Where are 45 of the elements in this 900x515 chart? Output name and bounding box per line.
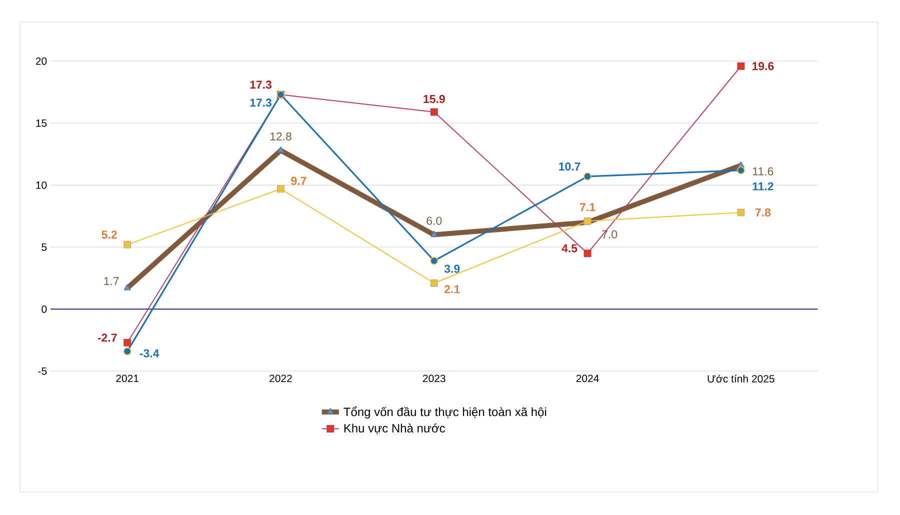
data-label: 11.6: [753, 167, 774, 176]
x-tick-label: 2022: [270, 374, 292, 382]
data-label: 3.9: [444, 264, 460, 273]
point: [124, 240, 132, 248]
data-label: 1.7: [104, 277, 119, 286]
x-tick-label: Ước tính 2025: [708, 374, 774, 383]
point: [737, 62, 745, 70]
x-tick-label: 2024: [576, 374, 599, 382]
y-tick-label: 10: [36, 181, 47, 189]
data-label: 7.8: [755, 208, 771, 217]
data-label: 10.7: [559, 162, 580, 171]
data-label: 5.2: [102, 230, 117, 239]
data-label: 17.3: [250, 80, 272, 89]
x-tick-label: 2023: [422, 374, 446, 382]
data-label: 15.9: [424, 94, 445, 104]
y-tick-label: 0: [42, 305, 47, 313]
point: [584, 250, 592, 258]
point: [430, 256, 438, 265]
point: [737, 208, 745, 216]
point: [124, 338, 132, 346]
data-label: 2.1: [444, 285, 460, 294]
data-label: 11.2: [752, 182, 774, 190]
point: [584, 172, 592, 180]
data-label: 7.0: [602, 230, 618, 238]
data-label: 12.8: [270, 132, 292, 141]
y-tick-label: -5: [38, 368, 47, 375]
point: [276, 185, 284, 193]
y-tick-label: 15: [36, 120, 47, 127]
y-tick-label: 5: [42, 244, 47, 251]
y-tick-label: 20: [36, 57, 47, 65]
data-label: -3.4: [140, 349, 160, 358]
data-label: -2.7: [98, 334, 117, 342]
data-label: 6.0: [426, 216, 442, 225]
data-label: 9.7: [291, 176, 306, 185]
data-label: 19.6: [752, 62, 774, 70]
point: [430, 108, 438, 116]
point: [123, 347, 132, 356]
x-tick-label: 2021: [116, 374, 138, 382]
legend-label: Khu vực Nhà nước: [344, 424, 446, 434]
point: [430, 279, 438, 287]
legend-label: Tổng vốn đầu tư thực hiện toàn xã hội: [344, 406, 546, 419]
data-label: 7.1: [580, 203, 596, 212]
point: [736, 166, 745, 174]
data-label: 4.5: [562, 244, 578, 252]
data-label: 17.3: [250, 98, 272, 107]
